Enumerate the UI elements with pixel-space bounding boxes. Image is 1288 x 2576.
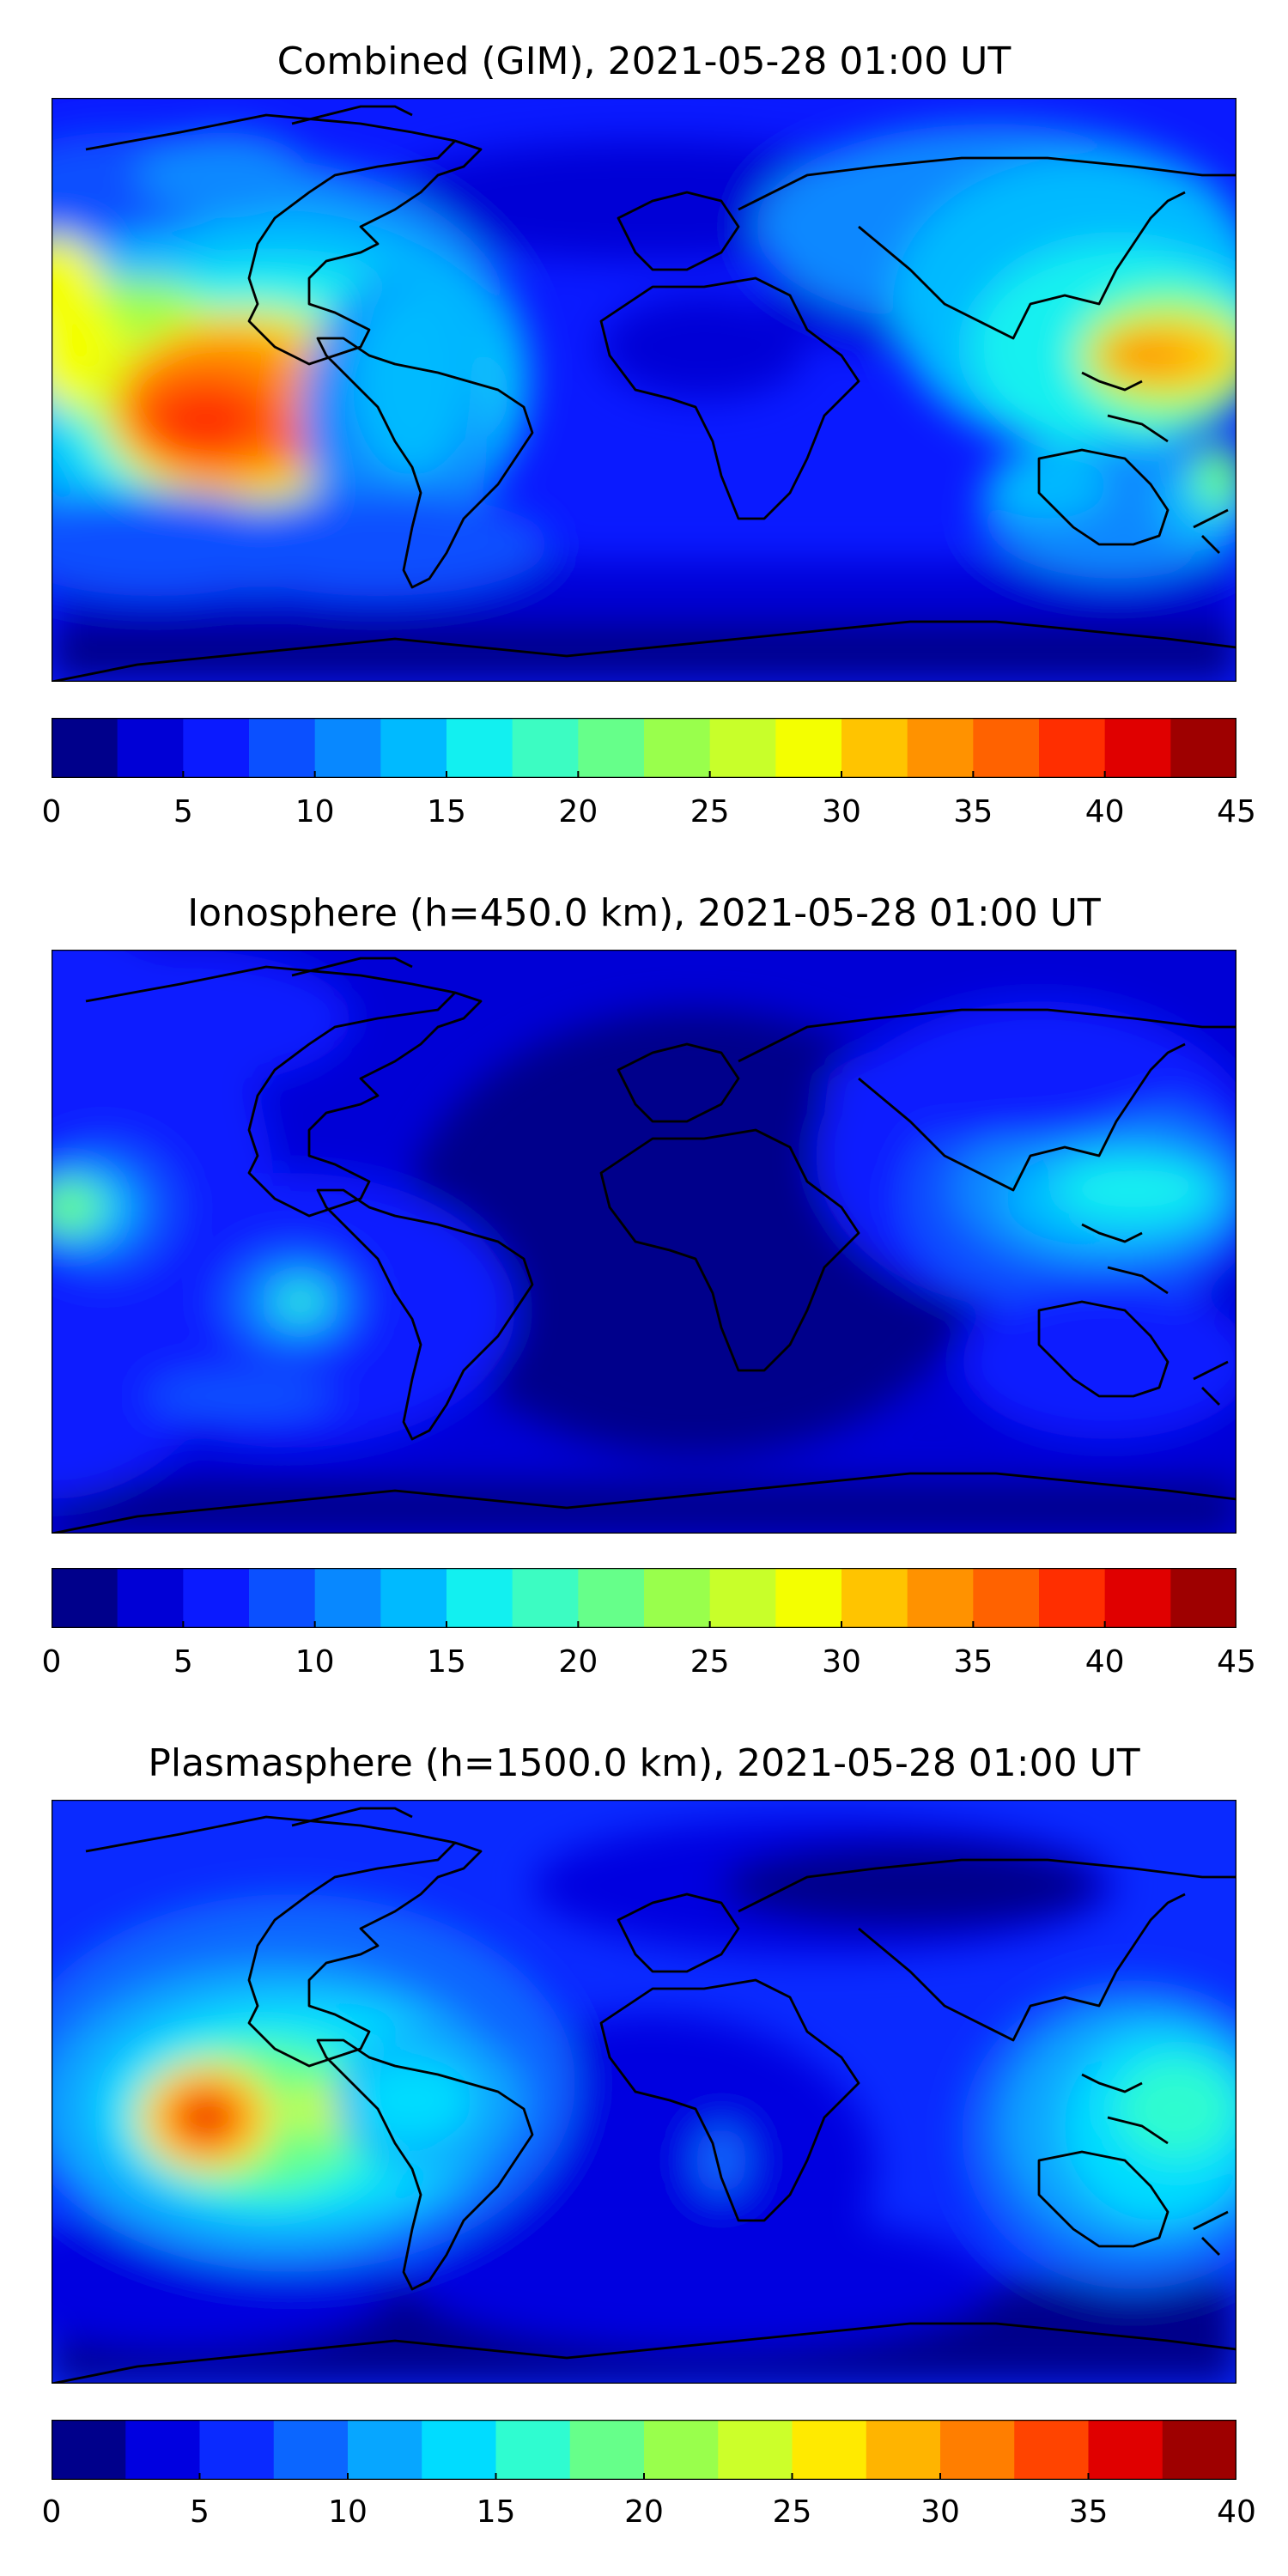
colorbar-tick-label: 35 — [953, 1644, 993, 1680]
colorbar-tick-label: 0 — [41, 2494, 62, 2530]
colorbar-tick-label: 40 — [1084, 1644, 1125, 1680]
colorbar-tick-label: 20 — [624, 2494, 664, 2530]
colorbar-swatch — [644, 718, 711, 778]
colorbar-tick-label: 0 — [41, 794, 62, 829]
colorbar-tick-label: 15 — [427, 1644, 466, 1680]
colorbar-swatch — [1104, 1568, 1171, 1628]
panel-2-colorbar — [52, 1568, 1236, 1628]
colorbar-swatch — [907, 718, 974, 778]
colorbar-swatch — [709, 1568, 776, 1628]
colorbar-tick-label: 20 — [558, 794, 598, 829]
colorbar-tick-label: 5 — [190, 2494, 210, 2530]
colorbar-swatch — [422, 2420, 496, 2480]
colorbar-tick-label: 35 — [1068, 2494, 1109, 2530]
colorbar-swatch — [578, 718, 645, 778]
colorbar-swatch — [644, 1568, 711, 1628]
colorbar-swatch — [1014, 2420, 1089, 2480]
panel-1-colorbar — [52, 718, 1236, 778]
colorbar-tick-label: 30 — [822, 794, 861, 829]
colorbar-swatch — [314, 718, 381, 778]
colorbar-swatch — [1162, 2420, 1236, 2480]
panel-2-map — [52, 950, 1236, 1534]
colorbar-swatch — [380, 1568, 447, 1628]
colorbar-tick-label: 35 — [953, 794, 993, 829]
colorbar-swatch — [125, 2420, 200, 2480]
colorbar-swatch — [1039, 718, 1106, 778]
colorbar-swatch — [314, 1568, 381, 1628]
colorbar-swatch — [866, 2420, 941, 2480]
panel-3-colorbar — [52, 2420, 1236, 2480]
colorbar-tick-label: 5 — [173, 794, 193, 829]
tec-field — [52, 1817, 1236, 2384]
colorbar-swatch — [1039, 1568, 1106, 1628]
coastlines — [52, 1807, 1236, 2384]
colorbar-tick-label: 25 — [772, 2494, 812, 2530]
colorbar-swatch — [973, 718, 1040, 778]
panel-3-map — [52, 1800, 1236, 2384]
colorbar-tick-label: 40 — [1084, 794, 1125, 829]
colorbar-swatch — [1170, 1568, 1236, 1628]
colorbar-tick-label: 5 — [173, 1644, 193, 1680]
colorbar-swatch — [512, 718, 579, 778]
colorbar-swatch — [199, 2420, 275, 2480]
colorbar-swatch — [249, 718, 316, 778]
colorbar-swatch — [718, 2420, 793, 2480]
panel-1-map — [52, 98, 1236, 682]
colorbar-swatch — [183, 718, 250, 778]
colorbar-swatch — [117, 718, 184, 778]
colorbar-swatch — [1088, 2420, 1163, 2480]
colorbar-swatch — [569, 2420, 645, 2480]
colorbar-swatch — [249, 1568, 316, 1628]
colorbar-tick-label: 45 — [1217, 1644, 1256, 1680]
colorbar-tick-label: 40 — [1217, 2494, 1256, 2530]
tec-field — [52, 124, 1236, 682]
colorbar-swatch — [52, 718, 118, 778]
colorbar-swatch — [775, 718, 842, 778]
colorbar-tick-label: 30 — [822, 1644, 861, 1680]
colorbar-swatch — [447, 718, 513, 778]
panel-2-title: Ionosphere (h=450.0 km), 2021-05-28 01:0… — [187, 891, 1101, 935]
colorbar-tick-label: 10 — [328, 2494, 368, 2530]
colorbar-swatch — [841, 718, 908, 778]
colorbar-swatch — [495, 2420, 571, 2480]
colorbar-swatch — [841, 1568, 908, 1628]
colorbar-tick-label: 45 — [1217, 794, 1256, 829]
colorbar-tick-label: 10 — [295, 794, 335, 829]
colorbar-swatch — [792, 2420, 867, 2480]
colorbar-swatch — [512, 1568, 579, 1628]
panel-1-colorbar-ticks: 0 5 10 15 20 25 30 35 40 45 — [42, 793, 1256, 836]
colorbar-swatch — [348, 2420, 422, 2480]
coastlines — [52, 105, 1236, 682]
colorbar-swatch — [380, 718, 447, 778]
colorbar-swatch — [117, 1568, 184, 1628]
colorbar-tick-label: 25 — [690, 794, 730, 829]
colorbar-swatch — [447, 1568, 513, 1628]
coastlines — [52, 957, 1236, 1534]
colorbar-swatch — [1170, 718, 1236, 778]
colorbar-tick-label: 15 — [427, 794, 466, 829]
colorbar-swatch — [644, 2420, 719, 2480]
colorbar-swatch — [940, 2420, 1015, 2480]
panel-1-title: Combined (GIM), 2021-05-28 01:00 UT — [276, 39, 1012, 83]
panel-3-title: Plasmasphere (h=1500.0 km), 2021-05-28 0… — [148, 1741, 1140, 1785]
colorbar-tick-label: 10 — [295, 1644, 335, 1680]
colorbar-tick-label: 25 — [690, 1644, 730, 1680]
colorbar-tick-label: 15 — [476, 2494, 516, 2530]
colorbar-tick-label: 30 — [920, 2494, 960, 2530]
panel-3-colorbar-ticks: 0 5 10 15 20 25 30 35 40 — [42, 2494, 1256, 2537]
colorbar-swatch — [183, 1568, 250, 1628]
colorbar-tick-label: 0 — [41, 1644, 62, 1680]
panel-2-colorbar-ticks: 0 5 10 15 20 25 30 35 40 45 — [42, 1643, 1256, 1686]
colorbar-swatch — [775, 1568, 842, 1628]
colorbar-swatch — [1104, 718, 1171, 778]
tec-field — [52, 950, 1236, 1534]
colorbar-swatch — [709, 718, 776, 778]
colorbar-swatch — [52, 1568, 118, 1628]
colorbar-tick-label: 20 — [558, 1644, 598, 1680]
colorbar-swatch — [578, 1568, 645, 1628]
colorbar-swatch — [52, 2420, 126, 2480]
colorbar-swatch — [273, 2420, 349, 2480]
colorbar-swatch — [973, 1568, 1040, 1628]
colorbar-swatch — [907, 1568, 974, 1628]
